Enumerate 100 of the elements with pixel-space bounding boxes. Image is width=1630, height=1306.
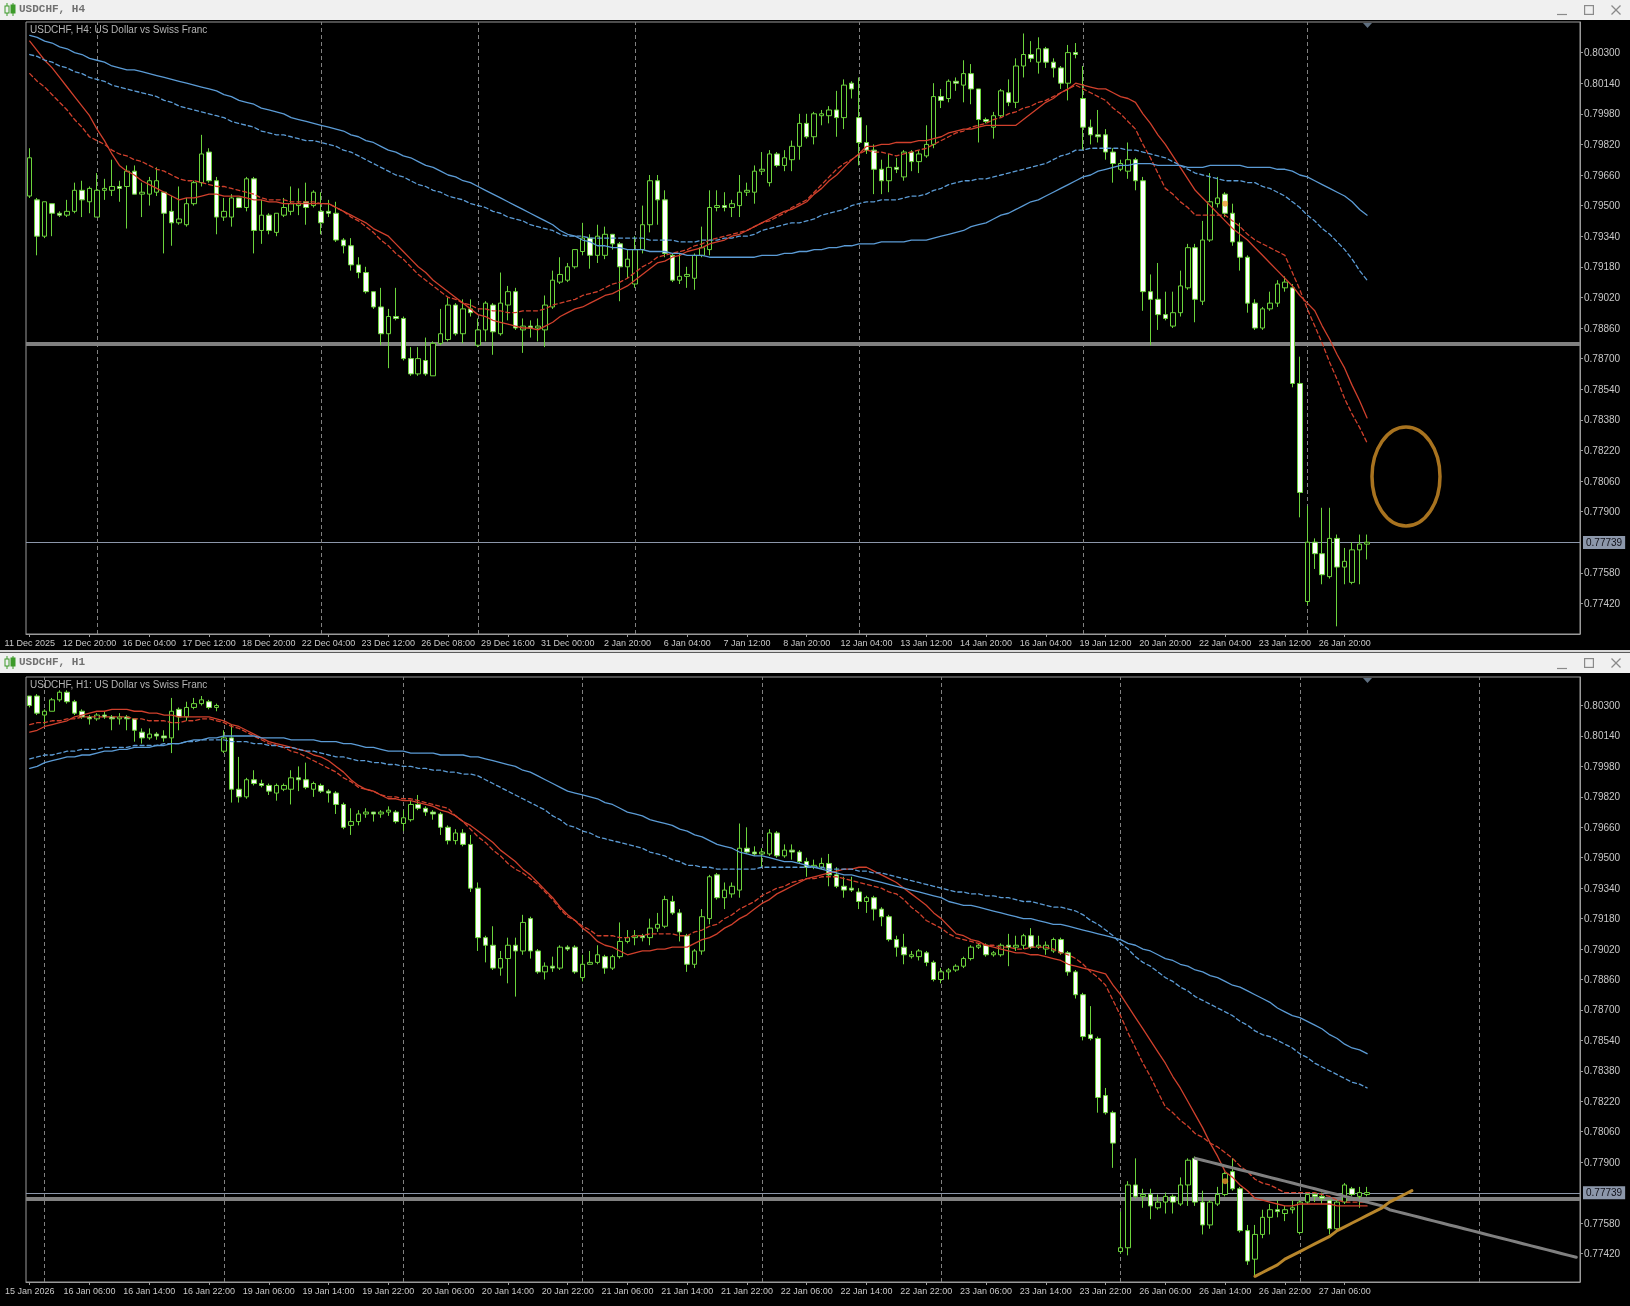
candlestick xyxy=(445,296,451,342)
candlestick xyxy=(64,689,70,705)
candlestick xyxy=(1125,141,1131,180)
candlestick xyxy=(1028,927,1034,950)
x-tick-label: 22 Dec 04:00 xyxy=(301,637,356,648)
candlestick xyxy=(1095,109,1101,143)
y-tick-label: 0.77580 xyxy=(1584,1217,1621,1229)
candlestick xyxy=(274,783,279,802)
candlestick xyxy=(161,729,167,743)
candlestick xyxy=(953,76,959,92)
candlestick xyxy=(393,287,399,321)
candlestick xyxy=(1110,1110,1116,1169)
candlestick xyxy=(1103,1087,1108,1116)
candlestick xyxy=(684,933,690,973)
candlestick xyxy=(1103,128,1108,161)
candlestick xyxy=(1215,176,1220,209)
candlestick xyxy=(139,182,145,218)
x-tick-label: 17 Dec 12:00 xyxy=(182,637,236,648)
y-tick-label: 0.79500 xyxy=(1584,200,1621,212)
candlestick xyxy=(72,699,77,716)
candlestick xyxy=(430,809,436,821)
y-tick-label: 0.79340 xyxy=(1584,230,1621,242)
y-tick-label: 0.79820 xyxy=(1584,791,1621,803)
y-tick-label: 0.78380 xyxy=(1584,1065,1621,1077)
candlestick xyxy=(79,180,85,218)
candlestick xyxy=(1170,291,1176,329)
candlestick xyxy=(438,811,443,836)
candlestick xyxy=(572,249,578,270)
candlestick xyxy=(879,159,884,195)
candlestick xyxy=(1297,1199,1303,1235)
y-tick-label: 0.78540 xyxy=(1584,1034,1621,1046)
x-tick-label: 2 Jan 20:00 xyxy=(603,637,651,648)
candlestick xyxy=(423,805,428,817)
candlestick xyxy=(1357,534,1362,585)
candlestick xyxy=(274,212,279,237)
candlestick xyxy=(789,843,795,861)
candlestick xyxy=(326,199,331,218)
candlestick xyxy=(303,182,309,226)
candlestick xyxy=(445,824,451,845)
candlestick xyxy=(662,189,668,258)
candlestick xyxy=(1095,1036,1101,1114)
candlestick xyxy=(707,874,712,925)
candlestick xyxy=(1073,969,1078,1000)
x-tick-label: 23 Jan 14:00 xyxy=(1019,1285,1072,1296)
candlestick xyxy=(602,954,608,975)
candlestick xyxy=(1155,1193,1161,1211)
candlestick xyxy=(1043,46,1049,69)
candlestick xyxy=(714,189,720,212)
candlestick xyxy=(1305,1192,1310,1205)
y-tick-label: 0.79020 xyxy=(1584,291,1621,303)
x-tick-label: 23 Jan 12:00 xyxy=(1258,637,1311,648)
candlestick xyxy=(1140,176,1146,312)
y-tick-label: 0.80140 xyxy=(1584,77,1621,89)
candlestick xyxy=(528,319,533,339)
candlestick xyxy=(94,172,100,218)
candlestick xyxy=(528,916,533,960)
y-tick-label: 0.78860 xyxy=(1584,974,1621,985)
candlestick xyxy=(587,233,593,270)
x-tick-label: 26 Dec 08:00 xyxy=(421,637,475,648)
candlestick xyxy=(505,285,511,321)
x-tick-label: 13 Jan 12:00 xyxy=(900,637,953,648)
candlestick xyxy=(991,950,996,958)
chart-subtitle: USDCHF, H4: US Dollar vs Swiss Franc xyxy=(30,23,208,35)
candlestick xyxy=(1245,1224,1250,1266)
candlestick xyxy=(169,697,174,754)
y-tick-label: 0.77900 xyxy=(1584,506,1621,518)
candlestick xyxy=(625,249,630,279)
candlestick xyxy=(565,944,570,952)
candlestick xyxy=(1013,935,1019,952)
candlestick xyxy=(670,895,675,916)
y-tick-label: 0.80140 xyxy=(1584,730,1621,742)
candlestick xyxy=(782,149,787,172)
candlestick xyxy=(132,164,137,195)
candlestick xyxy=(303,762,309,790)
candlestick xyxy=(1080,65,1086,151)
candlestick xyxy=(498,272,503,337)
candlestick xyxy=(1200,220,1205,306)
candlestick xyxy=(49,697,55,712)
candlestick xyxy=(206,699,212,710)
candlestick xyxy=(1260,1209,1265,1239)
candlestick xyxy=(154,731,159,741)
candlestick xyxy=(894,157,899,174)
candlestick xyxy=(1110,147,1116,184)
candlestick xyxy=(938,88,944,109)
x-tick-label: 15 Jan 2026 xyxy=(4,1285,55,1296)
candlestick xyxy=(318,783,324,794)
candlestick xyxy=(430,340,436,377)
y-tick-label: 0.79980 xyxy=(1584,760,1621,772)
x-tick-label: 21 Jan 22:00 xyxy=(720,1285,773,1296)
candlestick xyxy=(498,950,503,977)
candlestick xyxy=(191,180,197,207)
candlestick xyxy=(1305,505,1310,606)
candlestick xyxy=(625,929,630,944)
candlestick xyxy=(1021,32,1026,78)
y-tick-label: 0.79340 xyxy=(1584,882,1621,894)
candlestick xyxy=(266,212,272,235)
x-tick-label: 16 Jan 04:00 xyxy=(1019,637,1072,648)
x-tick-label: 21 Jan 14:00 xyxy=(661,1285,714,1296)
candlestick xyxy=(214,703,219,712)
candlestick xyxy=(550,956,555,973)
